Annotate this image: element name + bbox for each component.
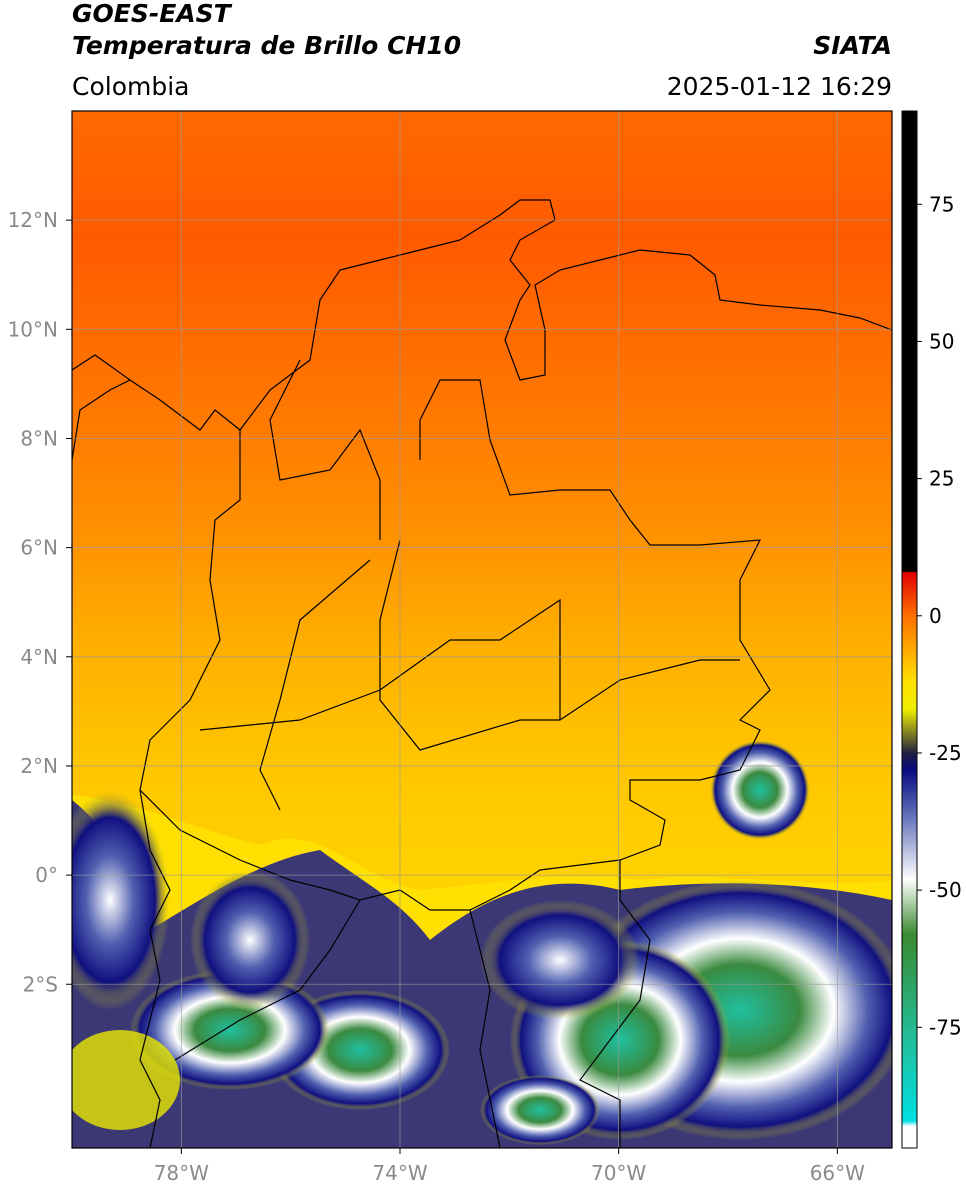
peru-border: [174, 899, 361, 1061]
y-tick-label: 2°N: [20, 754, 58, 778]
datetime: 2025-01-12 16:29: [667, 72, 892, 101]
y-tick-label: 6°N: [20, 536, 58, 560]
colorbar-tick-label: 75: [929, 192, 954, 216]
cloud: [480, 900, 640, 1020]
y-tick-label: 10°N: [8, 317, 58, 341]
coastline: [72, 379, 131, 461]
colorbar: [901, 110, 918, 1149]
subtitle: Temperatura de Brillo CH10: [72, 31, 461, 60]
x-tick-label: 66°W: [810, 1161, 865, 1185]
cloud: [72, 790, 170, 1010]
map-image: [72, 111, 892, 1148]
colorbar-tick-label: 50: [929, 329, 954, 353]
x-tick-label: 74°W: [372, 1161, 427, 1185]
brazil-border: [579, 860, 651, 1148]
y-tick-label: 12°N: [8, 208, 58, 232]
ecuador-border: [139, 789, 171, 1148]
source: SIATA: [813, 31, 892, 60]
x-tick-label: 78°W: [154, 1161, 209, 1185]
y-tick-label: 2°S: [23, 972, 58, 996]
colorbar-tick-label: -25: [929, 741, 962, 765]
borders: [72, 199, 892, 1148]
colorbar-tick-label: -50: [929, 878, 962, 902]
region: Colombia: [72, 72, 189, 101]
y-tick-label: 0°: [35, 863, 58, 887]
x-tick-label: 70°W: [591, 1161, 646, 1185]
cloud: [72, 1030, 180, 1130]
cloud: [190, 870, 310, 1010]
map-frame: [71, 110, 893, 1149]
colorbar-tick-label: 0: [929, 604, 942, 628]
colorbar-tick-label: -75: [929, 1015, 962, 1039]
title: GOES-EAST: [72, 0, 233, 28]
colorbar-tick-label: 25: [929, 467, 954, 491]
gridlines: [72, 111, 892, 1148]
border: [469, 909, 501, 1148]
y-tick-label: 4°N: [20, 645, 58, 669]
department-borders: [199, 359, 740, 811]
y-tick-label: 8°N: [20, 426, 58, 450]
cloud: [710, 740, 810, 840]
cloud: [480, 1075, 600, 1145]
